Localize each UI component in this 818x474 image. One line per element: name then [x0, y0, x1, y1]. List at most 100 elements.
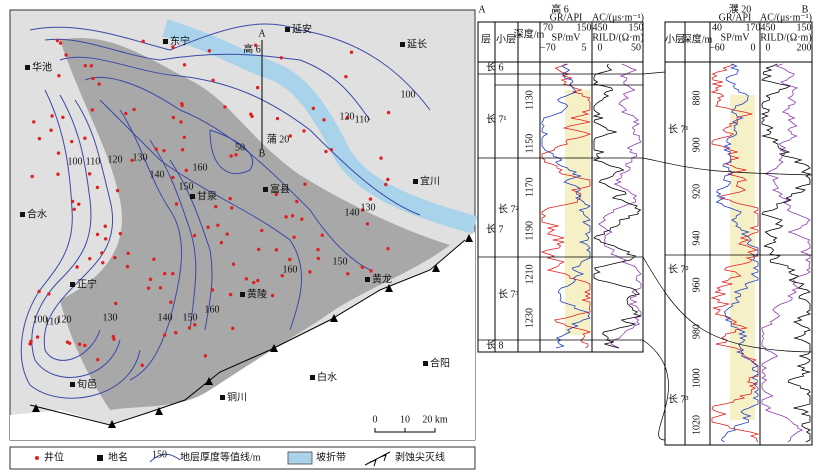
contour-label: 100: [33, 314, 48, 325]
well-dot: [97, 82, 101, 86]
place-name: 富县: [270, 182, 290, 195]
well-dot: [311, 106, 316, 111]
log-header: 0: [751, 42, 756, 53]
log-header: SP/mV: [552, 32, 582, 43]
well-dot: [216, 223, 220, 228]
well-dot: [300, 217, 304, 221]
depth-label: 980: [691, 324, 702, 339]
log-header: RILD/(Ω·m): [760, 32, 811, 43]
well-dot: [89, 64, 94, 68]
well-dot: [70, 139, 74, 144]
well-dot: [90, 108, 94, 112]
well-dot: [55, 38, 60, 43]
well-dot: [184, 168, 188, 173]
well-dot: [171, 115, 176, 120]
log-curve: [760, 63, 812, 443]
legend-zone-symbol: [287, 451, 313, 465]
depth-label: 1150: [524, 134, 535, 154]
layer-label: 长 7²: [668, 263, 689, 275]
well-dot: [158, 286, 163, 290]
well-dot: [83, 136, 87, 140]
place-name: 合阳: [430, 356, 450, 369]
section-end: A: [258, 28, 266, 39]
well-dot: [114, 301, 118, 306]
layer-label: 长 7³: [498, 288, 519, 300]
well-dot: [320, 233, 324, 237]
log-header: AC/(μs·m⁻¹): [760, 12, 812, 23]
well-dot: [275, 116, 280, 121]
contour-label: 150: [179, 181, 194, 192]
layer-label: 长 7¹: [486, 113, 507, 125]
place-marker: [25, 65, 30, 70]
place-marker: [163, 39, 168, 44]
well-dot: [162, 333, 167, 337]
well-dot: [228, 292, 233, 297]
well-dot: [171, 272, 175, 276]
place-marker: [365, 277, 370, 282]
well-dot: [140, 363, 144, 367]
place-name: 延安: [292, 22, 312, 35]
layer-label: 长 7³: [668, 393, 689, 405]
well-dot: [96, 357, 100, 362]
well-dot: [386, 246, 390, 251]
well-dot: [103, 237, 108, 241]
well-dot: [169, 300, 173, 304]
basin-area: [60, 38, 450, 410]
log-header: 深度/m: [514, 27, 545, 40]
well-dot: [32, 120, 36, 124]
depth-label: 920: [691, 184, 702, 199]
well-dot: [368, 197, 373, 201]
well-dot: [35, 335, 40, 339]
legend-label: 地名: [108, 450, 128, 463]
well-dot: [126, 251, 130, 256]
depth-label: 1000: [691, 368, 702, 388]
contour-label: 150: [183, 312, 198, 323]
log-header: 50: [631, 42, 641, 53]
contour-label: 140: [150, 169, 165, 180]
well-dot: [146, 286, 151, 290]
well-dot: [57, 74, 61, 78]
log-header: 70: [543, 22, 553, 33]
well-dot: [95, 232, 100, 237]
well-dot: [256, 278, 260, 283]
well-dot: [308, 270, 312, 274]
well-dot: [256, 247, 261, 252]
well-dot: [360, 265, 365, 269]
log-well-name: 濮 20: [729, 2, 752, 15]
layer-label: 长 7: [486, 223, 504, 235]
well-dot: [115, 188, 120, 193]
depth-label: 1130: [524, 90, 535, 110]
well-dot: [180, 148, 185, 152]
log-header: −60: [709, 42, 725, 53]
place-name: 宜川: [420, 174, 440, 187]
depth-label: 1170: [524, 177, 535, 197]
correlation-line: [642, 339, 669, 441]
well-dot: [49, 128, 53, 132]
log-header: 0: [598, 42, 603, 53]
log-frame: [477, 21, 644, 353]
well-dot: [113, 255, 117, 260]
well-dot: [203, 354, 208, 358]
contour-label: 110: [45, 316, 60, 327]
well-dot: [274, 248, 279, 252]
well-dot: [83, 343, 87, 348]
well-dot: [369, 269, 373, 273]
place-name: 延长: [407, 38, 427, 50]
well-dot: [154, 147, 158, 151]
well-dot: [193, 323, 197, 327]
well-dot: [91, 76, 95, 81]
log-header: AC/(μs·m⁻¹): [592, 12, 644, 23]
contour-label: 160: [193, 162, 208, 173]
section-end: B: [802, 4, 809, 15]
well-dot: [253, 43, 258, 47]
well-dot: [141, 39, 145, 44]
well-dot: [171, 175, 175, 180]
log-header: 深度/m: [682, 32, 713, 45]
layer-label: 长 7¹: [668, 123, 689, 135]
depth-label: 1230: [524, 308, 535, 328]
well-dot: [124, 111, 128, 116]
log-header: 450: [593, 22, 608, 33]
well-dot: [56, 172, 60, 176]
log-curve: [592, 63, 642, 349]
